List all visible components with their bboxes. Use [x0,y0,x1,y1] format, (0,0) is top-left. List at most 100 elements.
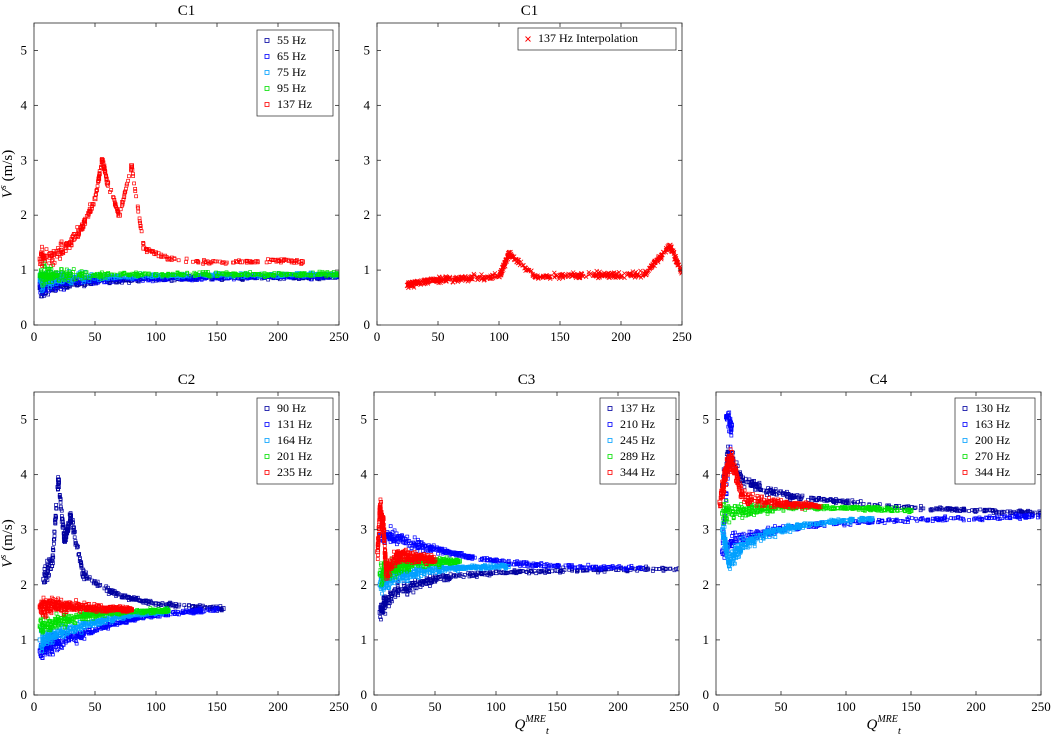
data-point [124,275,128,280]
chart-title: C3 [518,372,536,388]
data-point [308,277,313,282]
data-point [53,516,58,521]
data-point [487,571,492,575]
data-point [410,279,415,285]
data-point [49,272,55,278]
data-point [64,274,69,279]
data-point [285,257,290,262]
data-point [63,640,68,645]
data-point [425,281,431,286]
data-point [72,535,77,540]
data-point [62,625,67,630]
data-point [459,275,466,282]
data-point [141,272,146,277]
data-point [233,271,237,276]
axes-box [33,391,340,696]
y-axis-label: Vs (m/s) [0,150,16,199]
x-tick-label: 150 [550,329,570,344]
data-point [617,274,623,279]
data-point [467,276,473,282]
chart-c2: C2050100150200250012345Vs (m/s)90 Hz131 … [0,372,349,714]
data-point [56,251,61,257]
data-point [112,608,116,613]
data-point [165,256,171,262]
data-point [299,272,305,277]
data-point [275,257,281,263]
data-point [131,171,135,176]
data-point [47,280,51,285]
data-point [293,272,297,277]
data-point [153,272,159,277]
data-point [321,272,326,277]
data-point [503,259,508,265]
data-points [37,157,339,299]
data-point [54,288,59,292]
data-point [98,172,102,177]
data-point [500,571,505,576]
data-point [126,273,131,277]
data-point [99,157,105,163]
data-point [519,569,524,573]
data-point [52,534,57,538]
data-point [86,214,91,219]
data-point [82,636,87,641]
data-point [74,641,79,646]
data-point [267,260,272,264]
y-tick-label: 4 [21,97,28,112]
data-point [90,621,94,626]
data-point [49,603,55,609]
x-tick-label: 100 [489,329,509,344]
data-point [248,260,253,265]
data-point [110,279,115,284]
data-point [51,537,56,542]
data-point [104,587,110,593]
legend: 137 Hz Interpolation [517,27,677,51]
series-4 [37,595,135,620]
data-point [95,184,100,188]
data-point [84,574,89,579]
legend-label: 95 Hz [277,81,306,95]
data-point [70,525,75,530]
data-point [481,274,487,279]
chart-title: C1 [521,3,539,19]
data-point [137,272,142,277]
data-point [55,274,59,278]
data-point [68,619,72,623]
data-point [71,627,76,632]
data-point [43,615,48,620]
data-point [120,620,125,625]
data-point [309,273,314,277]
data-point [132,181,136,186]
y-tick-label: 5 [21,412,28,427]
data-point [225,271,230,276]
data-point [72,232,77,237]
y-tick-label: 2 [21,577,28,592]
data-point [74,541,78,545]
data-point [108,604,113,609]
data-point [190,608,196,614]
data-point [56,475,60,479]
data-point [51,597,56,601]
data-point [71,267,76,271]
y-tick-label: 5 [364,42,371,57]
data-point [59,508,64,513]
data-point [510,255,516,260]
x-tick-label: 100 [146,699,166,714]
data-point [552,274,557,280]
data-point [231,260,236,265]
data-point [74,614,78,619]
data-point [39,653,43,658]
data-point [111,622,116,627]
x-tick-label: 0 [31,699,38,714]
data-point [63,616,67,621]
data-point [177,271,182,276]
data-point [443,276,448,281]
data-point [675,262,681,267]
data-point [47,261,52,266]
data-point [112,604,117,609]
data-point [416,279,423,285]
data-point [61,287,66,292]
data-point [73,539,78,543]
